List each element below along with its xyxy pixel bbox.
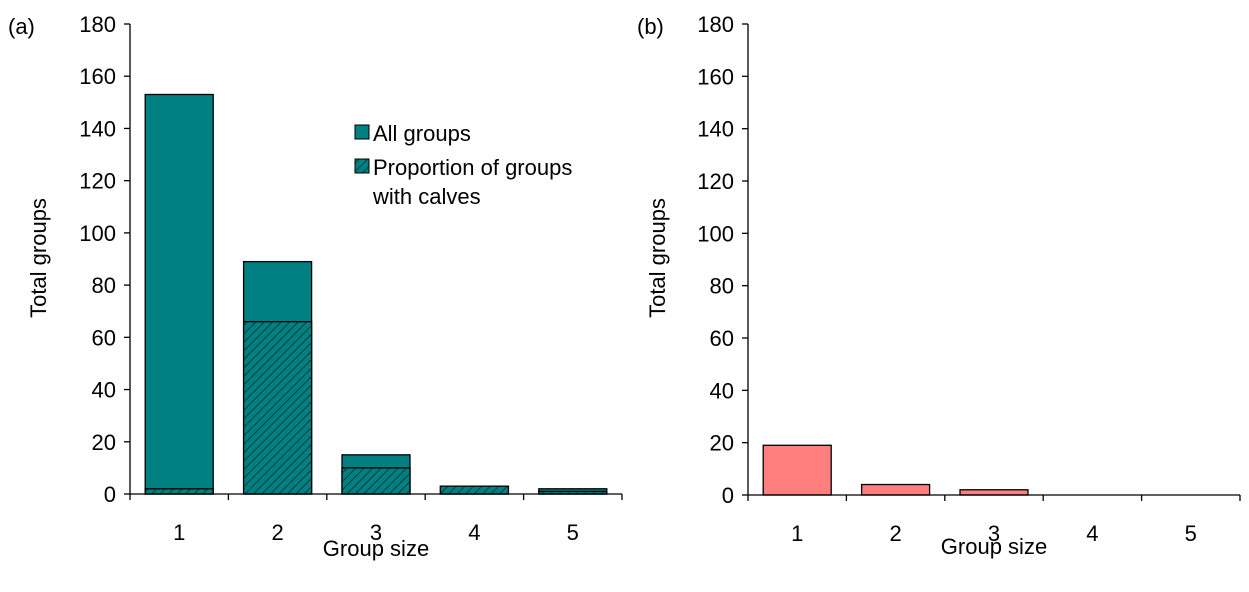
x-tick-label-b-2: 2 bbox=[889, 521, 901, 546]
x-tick-label-a-4: 4 bbox=[468, 520, 480, 545]
x-tick-label-b-4: 4 bbox=[1086, 521, 1098, 546]
x-axis-title-a: Group size bbox=[323, 536, 429, 561]
legend-swatch-proportion-with-calves bbox=[354, 158, 370, 174]
chart-panel-b: (b) Total groups Group size 0 20 40 60 80 100… bbox=[637, 12, 1241, 559]
y-tick-label-a-100: 100 bbox=[79, 221, 116, 246]
y-axis-title-a: Total groups bbox=[26, 198, 51, 318]
y-tick-label-b-0: 0 bbox=[722, 483, 734, 508]
bar-a-calves-1 bbox=[144, 488, 214, 495]
panel-label-b: (b) bbox=[637, 14, 664, 39]
legend-a: All groups Proportion of groups with cal… bbox=[354, 121, 572, 209]
x-axis-title-b: Group size bbox=[941, 534, 1047, 559]
x-tick-label-a-5: 5 bbox=[567, 520, 579, 545]
y-tick-label-a-160: 160 bbox=[79, 64, 116, 89]
y-tick-label-a-20: 20 bbox=[92, 430, 116, 455]
y-tick-label-b-100: 100 bbox=[697, 221, 734, 246]
x-tick-label-b-5: 5 bbox=[1185, 521, 1197, 546]
y-axis-title-b: Total groups bbox=[645, 198, 670, 318]
y-tick-label-b-160: 160 bbox=[697, 64, 734, 89]
bar-b-all-3 bbox=[959, 489, 1029, 496]
y-tick-label-b-80: 80 bbox=[710, 274, 734, 299]
x-tick-label-a-1: 1 bbox=[173, 520, 185, 545]
plot-area-b: 0 20 40 60 80 100 120 140 160 180 1 2 3 4 5 bbox=[697, 12, 1241, 546]
legend-label-proportion-line2: with calves bbox=[372, 184, 481, 209]
y-tick-label-b-20: 20 bbox=[710, 431, 734, 456]
x-tick-label-b-1: 1 bbox=[791, 521, 803, 546]
y-tick-label-a-120: 120 bbox=[79, 169, 116, 194]
y-tick-label-b-120: 120 bbox=[697, 169, 734, 194]
bar-b-all-1 bbox=[762, 444, 832, 496]
bar-a-calves-3 bbox=[341, 467, 411, 495]
bar-a-calves-4 bbox=[439, 485, 510, 495]
y-tick-label-b-140: 140 bbox=[697, 117, 734, 142]
y-tick-label-a-80: 80 bbox=[92, 273, 116, 298]
y-tick-label-a-40: 40 bbox=[92, 378, 116, 403]
x-tick-label-b-3: 3 bbox=[988, 521, 1000, 546]
bar-a-calves-2 bbox=[242, 321, 313, 495]
y-tick-label-a-0: 0 bbox=[104, 482, 116, 507]
x-tick-label-a-3: 3 bbox=[370, 520, 382, 545]
y-tick-label-b-180: 180 bbox=[697, 12, 734, 37]
y-tick-label-b-60: 60 bbox=[710, 326, 734, 351]
bar-a-all-1 bbox=[144, 93, 214, 495]
panel-label-a: (a) bbox=[8, 14, 35, 39]
y-tick-label-a-60: 60 bbox=[92, 325, 116, 350]
x-tick-label-a-2: 2 bbox=[271, 520, 283, 545]
legend-label-all-groups: All groups bbox=[373, 121, 471, 146]
plot-area-a: 0 20 40 60 80 100 120 140 160 180 1 2 3 4 5 bbox=[79, 12, 623, 545]
chart-panel-a: (a) Total groups Group size 0 20 40 60 80 100… bbox=[8, 12, 623, 561]
legend-swatch-all-groups bbox=[354, 124, 370, 140]
bar-b-all-2 bbox=[860, 483, 931, 496]
y-tick-label-a-180: 180 bbox=[79, 12, 116, 37]
legend-label-proportion-line1: Proportion of groups bbox=[373, 155, 572, 180]
y-tick-label-b-40: 40 bbox=[710, 378, 734, 403]
y-tick-label-a-140: 140 bbox=[79, 116, 116, 141]
